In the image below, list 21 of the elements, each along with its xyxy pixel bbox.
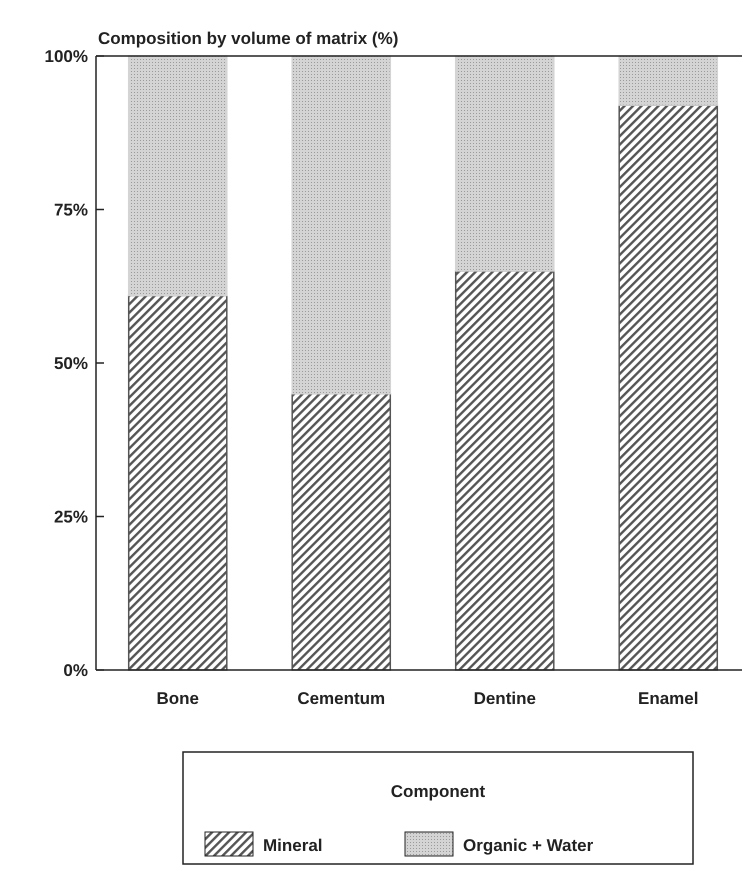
bar [454, 55, 555, 272]
x-tick-label: Dentine [474, 689, 536, 708]
bar [454, 270, 555, 671]
chart-title: Composition by volume of matrix (%) [98, 29, 398, 48]
x-tick-label: Cementum [297, 689, 386, 708]
x-tick-label: Bone [156, 689, 199, 708]
bar [128, 294, 228, 671]
bar [128, 55, 228, 296]
y-tick-label: 50% [54, 354, 88, 373]
y-tick-label: 100% [44, 46, 88, 66]
legend-title: Component [390, 782, 486, 801]
legend-label: Mineral [263, 836, 323, 855]
y-tick-label: 25% [54, 507, 88, 526]
x-tick-label: Enamel [638, 689, 698, 708]
bar [291, 392, 392, 671]
y-tick-label: 0% [63, 660, 88, 680]
y-tick-label: 75% [54, 200, 88, 220]
bar [618, 55, 718, 106]
bar [291, 55, 392, 394]
legend-label: Organic + Water [463, 836, 594, 855]
bar [618, 104, 718, 671]
